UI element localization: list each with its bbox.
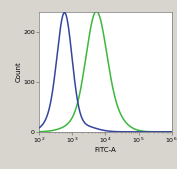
X-axis label: FITC-A: FITC-A [95, 147, 116, 153]
Y-axis label: Count: Count [16, 62, 22, 82]
